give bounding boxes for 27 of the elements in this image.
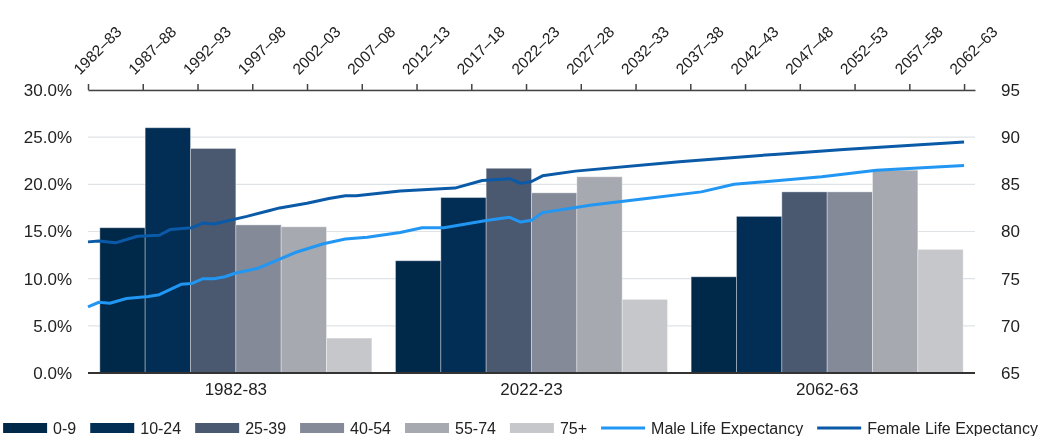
legend-label: 40-54 bbox=[350, 419, 392, 436]
y-tick-label: 10.0% bbox=[23, 269, 72, 289]
x-tick-label: 2062-63 bbox=[795, 380, 859, 400]
y-tick-label: 65 bbox=[1001, 363, 1020, 383]
y-tick-label: 85 bbox=[1001, 175, 1020, 195]
x-tick-label: 1982-83 bbox=[204, 380, 268, 400]
y-tick-label: 25.0% bbox=[23, 128, 72, 148]
legend-label: 25-39 bbox=[245, 419, 287, 436]
legend-label: 0-9 bbox=[53, 419, 77, 436]
y-tick-label: 95 bbox=[1001, 80, 1020, 100]
y-tick-label: 20.0% bbox=[23, 175, 72, 195]
legend-label: 10-24 bbox=[140, 419, 182, 436]
y-tick-label: 5.0% bbox=[33, 316, 72, 336]
y-tick-label: 80 bbox=[1001, 222, 1020, 242]
line-series bbox=[86, 163, 966, 309]
y-tick-label: 90 bbox=[1001, 128, 1020, 148]
y-tick-label: 75 bbox=[1001, 269, 1020, 289]
x-tick-label: 2022-23 bbox=[500, 380, 563, 400]
y-tick-label: 30.0% bbox=[23, 80, 72, 100]
line-series bbox=[86, 140, 966, 245]
legend-label: 55-74 bbox=[455, 419, 497, 436]
legend-label: 75+ bbox=[559, 419, 588, 436]
y-tick-label: 0.0% bbox=[33, 363, 72, 383]
y-tick-label: 70 bbox=[1001, 316, 1020, 336]
y-tick-label: 15.0% bbox=[23, 222, 72, 242]
legend-label: Female Life Expectancy bbox=[867, 419, 1038, 436]
legend-label: Male Life Expectancy bbox=[651, 419, 804, 436]
